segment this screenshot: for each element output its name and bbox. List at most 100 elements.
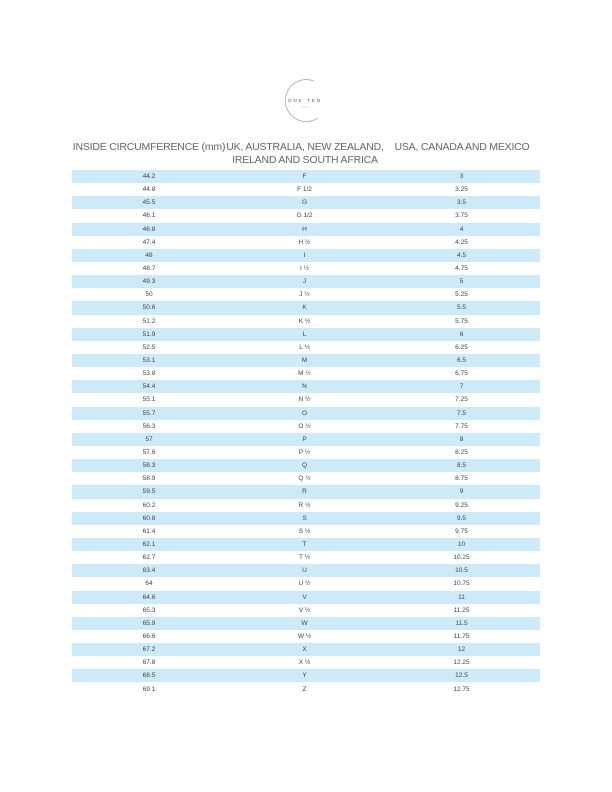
uk-size-cell: W (301, 619, 308, 627)
ring-size-table: 44.2 F 3 44.8 F 1/2 3.25 45.5 G 3.5 46.1 G 1/2 3.75… (72, 170, 540, 696)
uk-size-cell: K ½ (298, 317, 311, 325)
circumference-cell: 47.4 (142, 238, 156, 246)
header-usa: USA, CANADA AND MEXICO (394, 141, 530, 153)
table-row: 55.1 N ½ 7.25 (72, 393, 540, 406)
circumference-cell: 51.9 (142, 330, 156, 338)
uk-size-cell: P ½ (298, 449, 311, 457)
circumference-cell: 57 (145, 435, 153, 443)
usa-size-cell: 8.25 (455, 449, 468, 457)
circumference-cell: 53.1 (142, 357, 156, 365)
uk-size-cell: M (301, 357, 308, 365)
uk-size-cell: X ½ (298, 659, 311, 667)
circumference-cell: 50.6 (142, 304, 156, 312)
table-row: 51.2 K ½ 5.75 (72, 315, 540, 328)
uk-size-cell: J (302, 278, 307, 286)
uk-size-cell: V ½ (298, 606, 311, 614)
circumference-cell: 55.7 (142, 409, 156, 417)
usa-size-cell: 9.5 (456, 514, 467, 522)
usa-size-cell: 4.5 (456, 251, 467, 259)
usa-size-cell: 7 (459, 383, 464, 391)
header-uk: UK, AUSTRALIA, NEW ZEALAND, IRELAND AND … (226, 141, 384, 167)
circumference-cell: 50 (145, 291, 153, 299)
usa-size-cell: 11.75 (453, 632, 470, 640)
circumference-cell: 56.3 (142, 422, 156, 430)
table-row: 50.6 K 5.5 (72, 301, 540, 315)
usa-size-cell: 3 (459, 173, 464, 181)
table-row: 62.7 T ½ 10.25 (72, 551, 540, 564)
table-row: 60.2 R ½ 9.25 (72, 499, 540, 512)
circumference-cell: 65.3 (142, 606, 156, 614)
usa-size-cell: 10.25 (453, 554, 470, 562)
table-row: 64 U ½ 10.75 (72, 577, 540, 590)
circumference-cell: 54.4 (142, 383, 156, 391)
usa-size-cell: 5.25 (455, 291, 468, 299)
uk-size-cell: F (302, 173, 307, 181)
uk-size-cell: V (302, 593, 307, 601)
table-row: 61.4 S ½ 9.75 (72, 525, 540, 538)
table-row: 54.4 N 7 (72, 380, 540, 394)
uk-size-cell: I ½ (299, 265, 310, 273)
uk-size-cell: F 1/2 (297, 186, 312, 194)
table-row: 58.9 Q ½ 8.75 (72, 472, 540, 485)
table-row: 56.3 O ½ 7.75 (72, 420, 540, 433)
circumference-cell: 63.4 (142, 567, 156, 575)
uk-size-cell: S (302, 514, 307, 522)
usa-size-cell: 7.25 (455, 396, 468, 404)
circumference-cell: 64 (145, 580, 153, 588)
table-row: 44.8 F 1/2 3.25 (72, 183, 540, 196)
circumference-cell: 62.1 (142, 541, 156, 548)
uk-size-cell: T (302, 541, 307, 548)
table-row: 47.4 H ½ 4.25 (72, 236, 540, 249)
circumference-cell: 68.5 (142, 672, 156, 680)
table-row: 46.1 G 1/2 3.75 (72, 209, 540, 222)
circumference-cell: 44.2 (142, 173, 156, 181)
table-row: 66.6 W ½ 11.75 (72, 630, 540, 643)
table-row: 60.8 S 9.5 (72, 511, 540, 525)
table-row: 63.4 U 10.5 (72, 564, 540, 578)
circumference-cell: 51.2 (142, 317, 156, 325)
usa-size-cell: 3.5 (456, 199, 467, 207)
uk-size-cell: P (302, 435, 307, 443)
usa-size-cell: 12.5 (455, 672, 468, 680)
one-ten-logo: ONE TEN (280, 76, 330, 126)
usa-size-cell: 3.75 (455, 212, 468, 220)
usa-size-cell: 7.75 (455, 422, 468, 430)
uk-size-cell: T ½ (298, 554, 311, 562)
circumference-cell: 48 (145, 251, 153, 259)
usa-size-cell: 11 (458, 593, 465, 601)
uk-size-cell: H ½ (298, 238, 311, 246)
table-row: 50 J ½ 5.25 (72, 288, 540, 301)
circumference-cell: 57.6 (142, 449, 156, 457)
usa-size-cell: 12.25 (453, 659, 470, 667)
table-row: 45.5 G 3.5 (72, 196, 540, 210)
circumference-cell: 58.9 (142, 475, 156, 483)
circumference-cell: 44.8 (142, 186, 156, 194)
usa-size-cell: 5.5 (456, 304, 467, 312)
uk-size-cell: N (302, 383, 307, 391)
table-row: 52.5 L ½ 6.25 (72, 341, 540, 354)
circumference-cell: 65.9 (142, 619, 156, 627)
table-row: 65.3 V ½ 11.25 (72, 604, 540, 617)
table-row: 57 P 8 (72, 432, 540, 446)
usa-size-cell: 4 (459, 225, 464, 233)
usa-size-cell: 9.75 (455, 527, 468, 535)
usa-size-cell: 3.25 (455, 186, 468, 194)
uk-size-cell: J ½ (299, 291, 310, 299)
usa-size-cell: 8.5 (456, 462, 467, 470)
circumference-cell: 52.5 (142, 343, 156, 351)
header-circumference: INSIDE CIRCUMFERENCE (mm) (72, 141, 226, 153)
table-row: 48.7 I ½ 4.75 (72, 262, 540, 275)
circumference-cell: 49.3 (142, 278, 156, 286)
usa-size-cell: 11.5 (455, 619, 468, 627)
usa-size-cell: 6 (459, 330, 464, 338)
table-row: 46.8 H 4 (72, 222, 540, 236)
circumference-cell: 66.6 (142, 632, 156, 640)
circumference-cell: 46.8 (142, 225, 156, 233)
uk-size-cell: I (303, 251, 306, 259)
circumference-cell: 48.7 (142, 265, 156, 273)
circumference-cell: 60.2 (142, 501, 156, 509)
table-row: 57.6 P ½ 8.25 (72, 446, 540, 459)
circumference-cell: 55.1 (142, 396, 156, 404)
table-row: 68.5 Y 12.5 (72, 669, 540, 683)
uk-size-cell: G 1/2 (296, 212, 313, 220)
